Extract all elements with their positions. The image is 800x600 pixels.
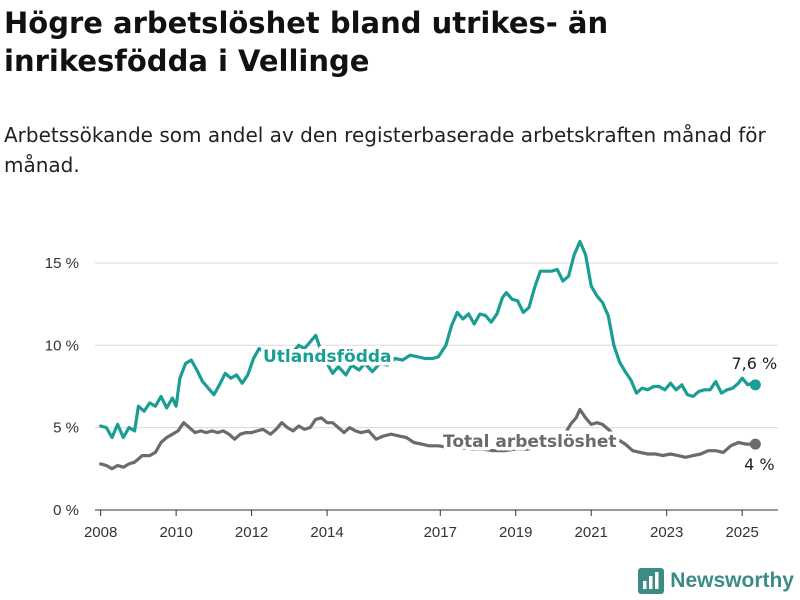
x-tick-label: 2019 (499, 524, 532, 541)
series-label: Total arbetslöshet (443, 432, 617, 452)
series-end-label-total-arbetsl-shet: 4 % (744, 455, 774, 474)
brand-logo: Newsworthy (638, 568, 794, 594)
x-tick-label: 2012 (235, 524, 268, 541)
y-tick-label: 10 % (45, 337, 79, 354)
x-tick-label: 2014 (310, 524, 343, 541)
x-tick-label: 2025 (725, 524, 758, 541)
series-line-total-arbetsl-shet (99, 407, 757, 471)
series-end-dot-total-arbetsl-shet (749, 438, 761, 450)
series-label: Utlandsfödda (263, 347, 392, 367)
series-end-dot-utlandsf-dda (749, 379, 761, 391)
series-end-label-utlandsf-dda: 7,6 % (731, 354, 777, 373)
x-tick-label: 2017 (424, 524, 457, 541)
y-tick-label: 15 % (45, 255, 79, 272)
y-tick-label: 5 % (53, 420, 79, 437)
series-line-utlandsf-dda (99, 239, 757, 440)
x-tick-label: 2021 (575, 524, 608, 541)
chart-subtitle: Arbetssökande som andel av den registerb… (4, 123, 766, 177)
x-tick-label: 2023 (650, 524, 683, 541)
x-tick-label: 2008 (84, 524, 117, 541)
brand-name: Newsworthy (670, 569, 794, 592)
chart-title: Högre arbetslöshet bland utrikes- än inr… (4, 6, 609, 78)
y-tick-label: 0 % (53, 502, 79, 519)
x-tick-label: 2010 (159, 524, 192, 541)
bar-chart-icon (638, 568, 665, 594)
